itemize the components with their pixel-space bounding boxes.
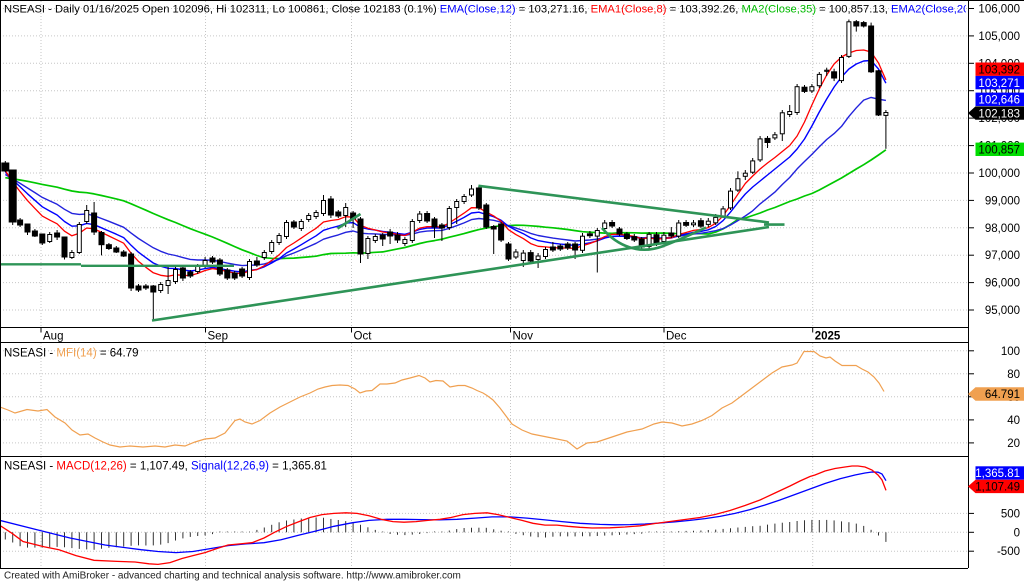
svg-text:Oct: Oct — [354, 331, 373, 343]
svg-text:99,000: 99,000 — [985, 195, 1020, 207]
svg-text:103,392: 103,392 — [978, 64, 1020, 76]
svg-text:Dec: Dec — [666, 331, 687, 343]
svg-text:1,107.49: 1,107.49 — [975, 482, 1020, 494]
svg-text:Sep: Sep — [208, 331, 228, 343]
svg-text:0: 0 — [1014, 527, 1020, 539]
svg-text:105,000: 105,000 — [978, 31, 1020, 43]
svg-text:Nov: Nov — [513, 331, 534, 343]
svg-text:106,000: 106,000 — [978, 4, 1020, 16]
svg-text:96,000: 96,000 — [985, 278, 1020, 290]
svg-text:103,271: 103,271 — [978, 78, 1020, 90]
svg-text:NSEASI - MACD(12,26) = 1,107.4: NSEASI - MACD(12,26) = 1,107.49, Signal(… — [4, 461, 327, 473]
svg-text:64.791: 64.791 — [985, 389, 1020, 401]
svg-text:100,000: 100,000 — [978, 168, 1020, 180]
svg-text:98,000: 98,000 — [985, 223, 1020, 235]
svg-text:100,857: 100,857 — [978, 145, 1020, 157]
svg-text:20: 20 — [1007, 438, 1020, 450]
svg-text:102,183: 102,183 — [978, 108, 1020, 120]
svg-text:500: 500 — [1001, 508, 1020, 520]
svg-text:Aug: Aug — [43, 331, 63, 343]
svg-text:95,000: 95,000 — [985, 305, 1020, 317]
svg-text:1,365.81: 1,365.81 — [975, 468, 1020, 480]
svg-text:40: 40 — [1007, 415, 1020, 427]
svg-text:100: 100 — [1001, 346, 1020, 358]
svg-text:97,000: 97,000 — [985, 250, 1020, 262]
svg-text:-500: -500 — [997, 546, 1020, 558]
svg-text:NSEASI - MFI(14) = 64.79: NSEASI - MFI(14) = 64.79 — [4, 348, 139, 360]
svg-text:2025: 2025 — [815, 331, 841, 343]
svg-text:102,646: 102,646 — [978, 95, 1020, 107]
svg-text:Created with AmiBroker - advan: Created with AmiBroker - advanced charti… — [4, 571, 461, 582]
svg-text:80: 80 — [1007, 369, 1020, 381]
svg-text:NSEASI - Daily 01/16/2025 Open: NSEASI - Daily 01/16/2025 Open 102096, H… — [4, 4, 973, 16]
